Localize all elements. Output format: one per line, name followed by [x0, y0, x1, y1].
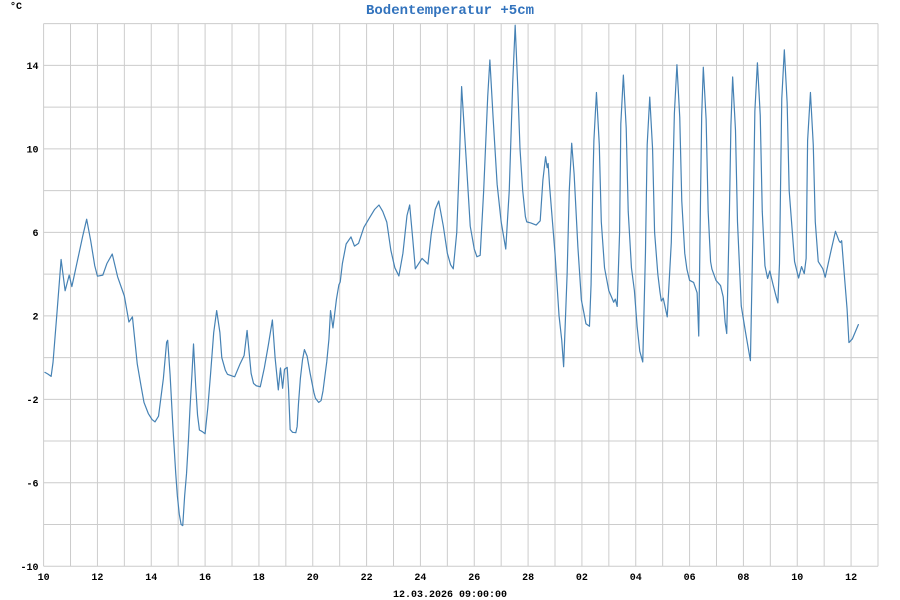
svg-text:2: 2: [32, 312, 38, 323]
svg-text:18: 18: [253, 573, 265, 584]
svg-text:14: 14: [145, 573, 157, 584]
svg-text:28: 28: [522, 573, 534, 584]
svg-text:14: 14: [26, 62, 38, 73]
svg-text:Bodentemperatur +5cm: Bodentemperatur +5cm: [366, 3, 534, 19]
svg-text:26: 26: [468, 573, 480, 584]
svg-text:-2: -2: [26, 396, 38, 407]
svg-text:12: 12: [845, 573, 857, 584]
svg-text:°C: °C: [10, 1, 22, 13]
svg-text:22: 22: [361, 573, 373, 584]
svg-text:-6: -6: [26, 479, 38, 490]
svg-text:02: 02: [576, 573, 588, 584]
svg-text:06: 06: [684, 573, 696, 584]
svg-text:16: 16: [199, 573, 211, 584]
svg-text:12: 12: [91, 573, 103, 584]
svg-text:10: 10: [791, 573, 803, 584]
svg-text:04: 04: [630, 573, 642, 584]
svg-text:10: 10: [38, 573, 50, 584]
svg-text:24: 24: [414, 573, 426, 584]
svg-text:6: 6: [32, 229, 38, 240]
svg-text:12.03.2026 09:00:00: 12.03.2026 09:00:00: [393, 590, 507, 600]
svg-text:10: 10: [26, 145, 38, 156]
svg-text:08: 08: [737, 573, 749, 584]
svg-text:-10: -10: [20, 563, 38, 574]
svg-text:20: 20: [307, 573, 319, 584]
